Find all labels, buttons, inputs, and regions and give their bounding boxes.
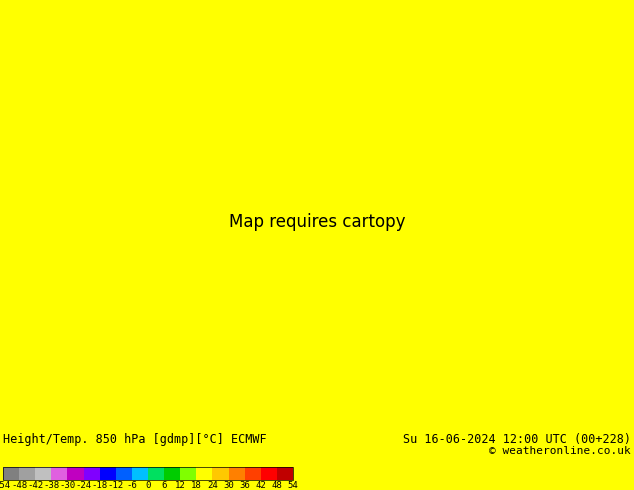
Text: 0: 0 [145, 481, 151, 490]
Bar [84, 467, 100, 480]
Text: Height/Temp. 850 hPa [gdmp][°C] ECMWF: Height/Temp. 850 hPa [gdmp][°C] ECMWF [3, 433, 267, 446]
Text: 18: 18 [191, 481, 202, 490]
Text: -38: -38 [43, 481, 60, 490]
Text: © weatheronline.co.uk: © weatheronline.co.uk [489, 446, 631, 456]
Text: 30: 30 [223, 481, 234, 490]
Text: -6: -6 [127, 481, 138, 490]
Text: -54: -54 [0, 481, 11, 490]
Bar [228, 467, 245, 480]
Text: -24: -24 [75, 481, 92, 490]
Text: -48: -48 [11, 481, 27, 490]
Bar [67, 467, 84, 480]
Bar [51, 467, 67, 480]
Bar [116, 467, 132, 480]
Bar [19, 467, 36, 480]
Bar [164, 467, 180, 480]
Text: 42: 42 [256, 481, 266, 490]
Bar [180, 467, 197, 480]
Text: Map requires cartopy: Map requires cartopy [229, 213, 405, 231]
Text: 54: 54 [288, 481, 299, 490]
Bar [132, 467, 148, 480]
Text: -30: -30 [60, 481, 75, 490]
Bar [3, 467, 293, 480]
Bar [3, 467, 19, 480]
Text: -42: -42 [27, 481, 43, 490]
Bar [261, 467, 277, 480]
Text: -12: -12 [108, 481, 124, 490]
Text: 24: 24 [207, 481, 218, 490]
Bar [197, 467, 212, 480]
Bar [100, 467, 116, 480]
Bar [148, 467, 164, 480]
Text: -18: -18 [91, 481, 108, 490]
Bar [277, 467, 293, 480]
Text: 12: 12 [175, 481, 186, 490]
Text: 36: 36 [239, 481, 250, 490]
Bar [36, 467, 51, 480]
Text: 6: 6 [162, 481, 167, 490]
Bar [245, 467, 261, 480]
Bar [212, 467, 228, 480]
Text: Su 16-06-2024 12:00 UTC (00+228): Su 16-06-2024 12:00 UTC (00+228) [403, 433, 631, 446]
Text: 48: 48 [271, 481, 282, 490]
